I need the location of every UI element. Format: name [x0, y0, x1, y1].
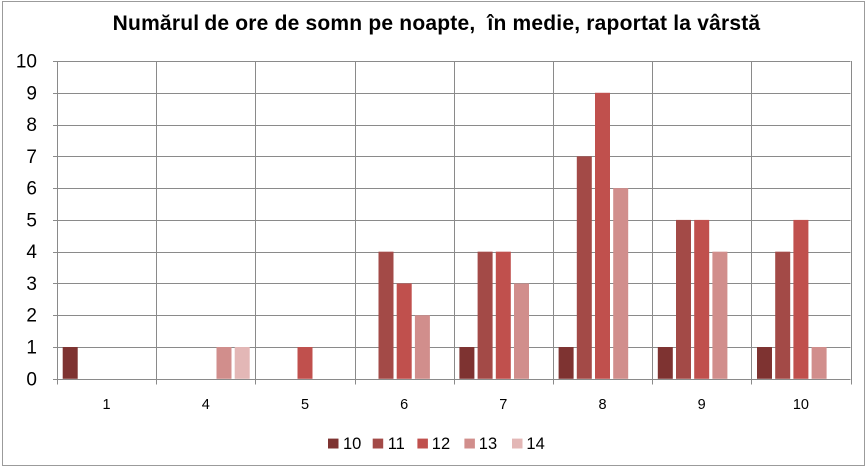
- svg-text:7: 7: [26, 147, 37, 168]
- svg-text:5: 5: [301, 397, 309, 413]
- svg-text:7: 7: [499, 397, 507, 413]
- svg-text:9: 9: [26, 83, 37, 104]
- svg-text:4: 4: [26, 242, 37, 263]
- svg-text:8: 8: [26, 115, 37, 136]
- svg-text:10: 10: [16, 52, 37, 73]
- svg-text:3: 3: [26, 274, 37, 295]
- svg-text:10: 10: [343, 435, 361, 453]
- svg-text:12: 12: [432, 435, 450, 453]
- svg-text:6: 6: [400, 397, 408, 413]
- svg-text:0: 0: [26, 369, 37, 390]
- svg-text:1: 1: [103, 397, 111, 413]
- svg-text:9: 9: [698, 397, 706, 413]
- svg-text:2: 2: [26, 306, 37, 327]
- svg-text:5: 5: [26, 210, 37, 231]
- svg-text:1: 1: [26, 338, 37, 359]
- svg-text:11: 11: [388, 435, 405, 453]
- svg-text:8: 8: [598, 397, 606, 413]
- svg-text:10: 10: [793, 397, 809, 413]
- svg-text:6: 6: [26, 179, 37, 200]
- svg-text:14: 14: [526, 435, 544, 453]
- svg-text:13: 13: [479, 435, 497, 453]
- svg-text:4: 4: [202, 397, 210, 413]
